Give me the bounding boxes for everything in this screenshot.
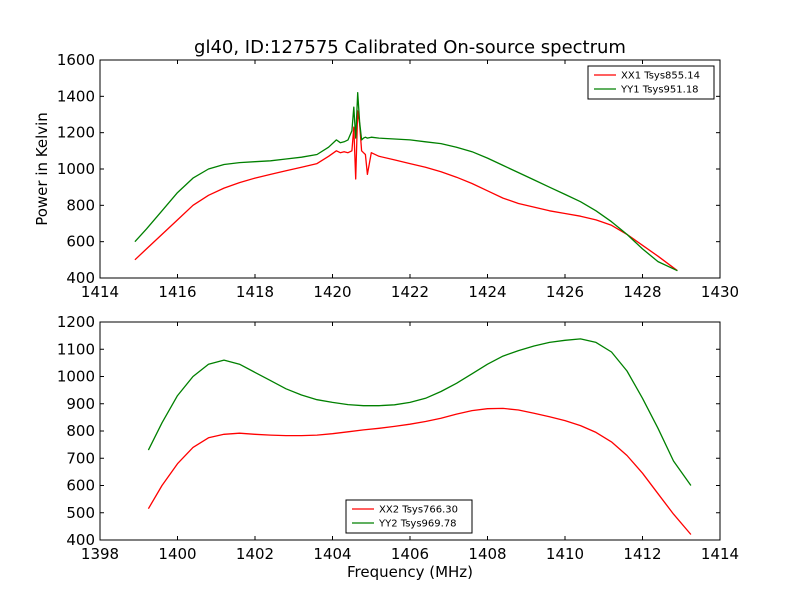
- legend-box: [345, 499, 473, 534]
- y-tick-label: 500: [66, 504, 95, 522]
- x-tick-label: 1410: [546, 545, 584, 563]
- y-tick-label: 600: [66, 233, 95, 251]
- y-axis-label-top: Power in Kelvin: [33, 112, 51, 226]
- y-tick-label: 1200: [57, 313, 95, 331]
- series-line-1-2: [134, 92, 678, 272]
- x-tick-label: 1404: [313, 545, 351, 563]
- y-tick-label: 900: [66, 395, 95, 413]
- x-tick-label: 1416: [158, 283, 196, 301]
- legend: XX2 Tsys766.30 YY2 Tsys969.78: [345, 499, 473, 534]
- x-tick-label: 1402: [236, 545, 274, 563]
- x-tick-label: 1406: [391, 545, 429, 563]
- y-tick-label: 800: [66, 422, 95, 440]
- y-tick-label: 400: [66, 269, 95, 287]
- x-tick-label: 1400: [158, 545, 196, 563]
- y-tick-label: 700: [66, 449, 95, 467]
- x-tick-label: 1408: [468, 545, 506, 563]
- legend-label: XX1 Tsys855.14: [621, 71, 700, 82]
- y-tick-label: 1200: [57, 124, 95, 142]
- x-tick-label: 1412: [623, 545, 661, 563]
- chart-title: gl40, ID:127575 Calibrated On-source spe…: [194, 37, 626, 58]
- series-line-2-2: [147, 338, 692, 486]
- y-tick-label: 400: [66, 531, 95, 549]
- legend-box: [587, 65, 715, 100]
- series-line-2-1: [147, 407, 692, 535]
- x-tick-label: 1418: [236, 283, 274, 301]
- y-tick-label: 600: [66, 477, 95, 495]
- y-tick-label: 1600: [57, 51, 95, 69]
- legend-label: YY2 Tsys969.78: [378, 519, 457, 530]
- series-line-1-1: [134, 110, 678, 272]
- x-tick-label: 1414: [81, 283, 119, 301]
- x-tick-label: 1424: [468, 283, 506, 301]
- legend-label: YY1 Tsys951.18: [620, 85, 699, 96]
- x-tick-label: 1422: [391, 283, 429, 301]
- bottom-plot-panel: 1398 1400 1402 1404 1406 1408 1410 1412 1414 400 5…: [57, 313, 739, 563]
- x-tick-label: 1426: [546, 283, 584, 301]
- y-tick-label: 1000: [57, 160, 95, 178]
- x-axis-label-bottom: Frequency (MHz): [347, 563, 473, 581]
- legend: XX1 Tsys855.14 YY1 Tsys951.18: [587, 65, 715, 100]
- x-tick-label: 1428: [623, 283, 661, 301]
- top-plot-panel: 1414 1416 1418 1420 1422 1424 1426 1428 1430 400 6…: [57, 51, 739, 301]
- x-tick-label: 1430: [701, 283, 739, 301]
- y-tick-label: 1000: [57, 368, 95, 386]
- x-tick-label: 1398: [81, 545, 119, 563]
- y-tick-label: 800: [66, 196, 95, 214]
- y-tick-label: 1100: [57, 340, 95, 358]
- x-tick-label: 1420: [313, 283, 351, 301]
- y-tick-label: 1400: [57, 87, 95, 105]
- x-tick-label: 1414: [701, 545, 739, 563]
- legend-label: XX2 Tsys766.30: [379, 505, 458, 516]
